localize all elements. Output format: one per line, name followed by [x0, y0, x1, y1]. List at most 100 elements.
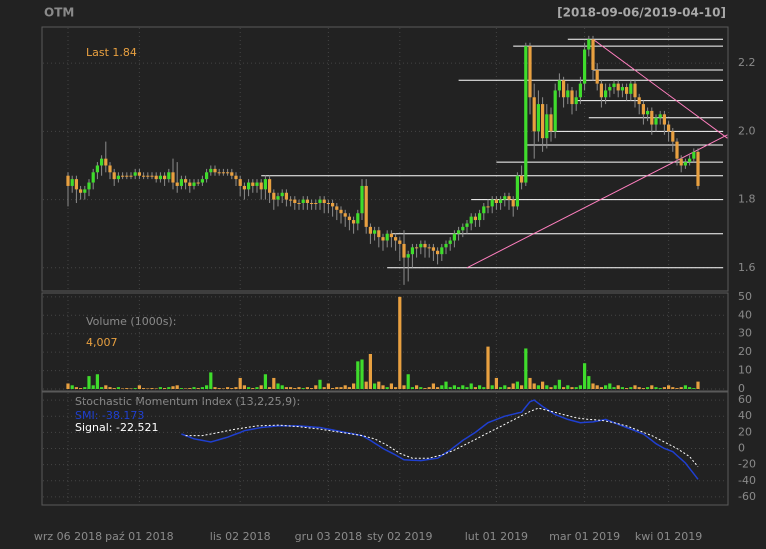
candle-body	[436, 250, 440, 255]
candle-body	[415, 247, 419, 249]
candle-body	[221, 172, 225, 174]
candle-body	[625, 87, 629, 94]
candle-body	[66, 175, 70, 186]
volume-bar	[364, 381, 368, 389]
candle-body	[167, 172, 171, 180]
candle-body	[205, 172, 209, 180]
volume-bar	[478, 385, 482, 389]
volume-bar	[142, 388, 146, 389]
volume-bar	[599, 387, 603, 389]
volume-bar	[310, 388, 314, 389]
candle-body	[473, 216, 477, 221]
volume-bar	[352, 383, 356, 389]
candle-body	[272, 192, 276, 200]
candle-body	[322, 199, 326, 203]
candle-body	[448, 240, 452, 244]
chart-subtitle: [2018-09-06/2019-04-10]	[557, 6, 726, 20]
volume-bar	[612, 387, 616, 389]
candle-body	[217, 172, 221, 174]
volume-bar	[284, 387, 288, 389]
volume-bar	[562, 387, 566, 389]
volume-bar	[238, 377, 242, 389]
volume-bar	[305, 387, 309, 389]
volume-bar	[79, 388, 83, 389]
candle-body	[410, 247, 414, 255]
y-tick-label: 0	[738, 382, 745, 395]
candle-body	[259, 182, 263, 190]
y-tick-label: -20	[738, 458, 756, 471]
x-tick-label: sty 02 2019	[367, 530, 433, 543]
volume-bar	[515, 381, 519, 389]
volume-bar	[289, 387, 293, 389]
volume-bar	[671, 387, 675, 389]
volume-bar	[683, 385, 687, 389]
candle-body	[238, 179, 242, 186]
candle-body	[280, 192, 284, 197]
candle-body	[385, 233, 389, 241]
candle-body	[469, 216, 473, 224]
volume-bar	[314, 385, 318, 389]
volume-bar	[91, 385, 95, 389]
volume-bar	[87, 376, 91, 389]
volume-panel	[41, 292, 729, 392]
volume-bar	[301, 388, 305, 389]
volume-bar	[662, 387, 666, 389]
candle-body	[515, 175, 519, 207]
volume-bar	[167, 387, 171, 389]
candle-body	[650, 110, 654, 125]
candle-body	[305, 199, 309, 203]
candle-body	[125, 175, 129, 177]
candle-body	[671, 131, 675, 142]
volume-bar	[574, 387, 578, 389]
candle-body	[310, 203, 314, 204]
y-tick-label: 60	[738, 393, 752, 406]
volume-bar	[121, 388, 125, 389]
volume-bar	[259, 385, 263, 389]
volume-bar	[234, 387, 238, 389]
candle-body	[335, 206, 339, 210]
volume-bar	[616, 385, 620, 389]
volume-bar	[448, 387, 452, 389]
volume-bar	[377, 381, 381, 389]
volume-bar	[293, 388, 297, 389]
volume-bar	[175, 385, 179, 389]
y-tick-label: 1.8	[738, 193, 756, 206]
candle-body	[608, 87, 612, 91]
candle-body	[100, 158, 104, 166]
candle-body	[646, 110, 650, 115]
candle-body	[70, 179, 74, 186]
candle-body	[83, 189, 87, 193]
x-tick-label: gru 03 2018	[295, 530, 362, 543]
candle-body	[486, 206, 490, 208]
volume-bar	[268, 387, 272, 389]
candle-body	[247, 182, 251, 190]
candle-body	[364, 185, 368, 227]
volume-label: Volume (1000s):	[86, 315, 176, 328]
candle-body	[276, 196, 280, 200]
volume-bar	[226, 387, 230, 389]
candle-body	[297, 203, 301, 204]
candle-body	[175, 182, 179, 186]
candle-body	[373, 230, 377, 234]
candle-body	[200, 179, 204, 183]
candle-body	[641, 104, 645, 115]
candle-body	[331, 203, 335, 207]
volume-bar	[595, 385, 599, 389]
candle-body	[226, 172, 230, 174]
y-tick-label: 40	[738, 409, 752, 422]
volume-bar	[280, 385, 284, 389]
volume-bar	[297, 387, 301, 389]
x-tick-label: lis 02 2018	[210, 530, 271, 543]
candle-body	[179, 179, 183, 186]
candle-body	[574, 97, 578, 105]
volume-bar	[688, 387, 692, 389]
volume-bar	[541, 381, 545, 389]
volume-bar	[625, 388, 629, 389]
candle-body	[633, 83, 637, 98]
candle-body	[360, 185, 364, 214]
volume-bar	[129, 388, 133, 389]
candle-body	[91, 172, 95, 183]
candle-body	[532, 97, 536, 132]
candle-body	[616, 83, 620, 91]
candle-body	[146, 175, 150, 177]
